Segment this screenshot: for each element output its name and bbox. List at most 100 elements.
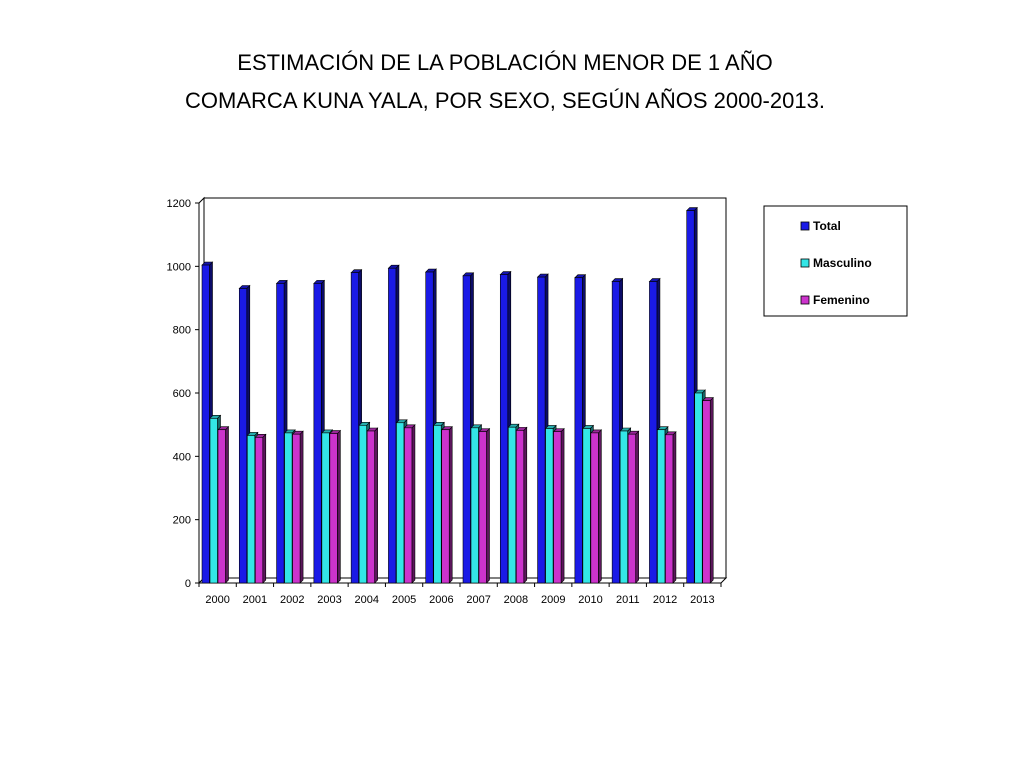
bar-front: [611, 281, 620, 584]
bar-front: [209, 418, 218, 584]
plot-area: 0 200 400 600 800 1000 1200 2000 2001 2002 2003 200…: [167, 196, 728, 606]
bar-femenino-2010: [590, 429, 603, 584]
bar-front: [574, 277, 583, 584]
bar-front: [702, 400, 711, 584]
bar-femenino-2007: [478, 427, 491, 584]
bar-front: [470, 427, 479, 584]
bar-side: [448, 426, 453, 584]
title-line-2: COMARCA KUNA YALA, POR SEXO, SEGÚN AÑOS …: [185, 88, 825, 113]
y-tick-label: 400: [173, 451, 191, 463]
bar-front: [619, 430, 628, 584]
bar-front: [246, 435, 256, 584]
x-tick-label: 2008: [504, 594, 528, 606]
x-tick-label: 2009: [541, 594, 565, 606]
bar-front: [499, 274, 509, 584]
bar-front: [350, 272, 359, 584]
bar-femenino-2004: [366, 427, 379, 584]
bar-femenino-2013: [701, 396, 714, 584]
bar-side: [374, 427, 378, 584]
bar-front: [396, 422, 405, 584]
bar-front: [313, 283, 322, 584]
y-tick-label: 200: [173, 515, 191, 527]
bar-front: [433, 424, 442, 584]
x-tick-label: 2001: [243, 594, 267, 606]
bar-side: [523, 426, 528, 584]
x-tick-label: 2007: [466, 594, 490, 606]
bar-front: [388, 267, 397, 584]
bar-femenino-2009: [552, 427, 565, 584]
bar-side: [709, 396, 714, 584]
bar-femenino-2000: [217, 426, 230, 584]
x-tick-label: 2006: [429, 594, 453, 606]
bar-femenino-2008: [515, 426, 528, 584]
bar-front: [507, 426, 517, 584]
bar-side: [560, 427, 565, 584]
y-tick-label: 1200: [167, 198, 191, 210]
bar-front: [329, 433, 338, 584]
bar-front: [358, 424, 367, 584]
x-tick-label: 2005: [392, 594, 416, 606]
legend: Total Masculino Femenino: [763, 205, 908, 317]
bar-side: [299, 430, 304, 584]
bar-side: [486, 427, 490, 584]
bar-front: [238, 288, 248, 584]
chart-title: ESTIMACIÓN DE LA POBLACIÓN MENOR DE 1 AÑ…: [0, 44, 1010, 120]
bar-front: [694, 392, 703, 584]
bar-front: [254, 437, 264, 584]
x-tick-label: 2012: [653, 594, 677, 606]
y-tick-label: 600: [173, 388, 191, 400]
bar-femenino-2011: [627, 430, 640, 584]
x-tick-label: 2000: [205, 594, 229, 606]
bar-front: [665, 434, 674, 584]
bar-front: [284, 432, 293, 584]
bar-femenino-2006: [440, 426, 453, 584]
bar-front: [590, 432, 599, 584]
bar-front: [686, 210, 695, 584]
y-tick-label: 800: [173, 325, 191, 337]
bar-femenino-2012: [664, 431, 677, 584]
bar-front: [545, 428, 554, 584]
bar-femenino-2003: [329, 429, 342, 584]
bar-side: [635, 430, 639, 584]
bar-front: [321, 432, 330, 584]
legend-label-masculino: Masculino: [813, 256, 872, 270]
x-tick-label: 2010: [578, 594, 602, 606]
bar-side: [225, 426, 229, 584]
bar-front: [201, 264, 210, 584]
x-tick-label: 2013: [690, 594, 714, 606]
legend-box: [763, 205, 908, 317]
bar-side: [411, 424, 416, 584]
bar-front: [537, 276, 546, 584]
bar-front: [425, 271, 434, 584]
bar-front: [553, 431, 562, 584]
bar-front: [366, 430, 375, 584]
legend-swatch-total: [800, 221, 810, 231]
bar-front: [292, 433, 301, 584]
bar-femenino-2002: [291, 430, 304, 584]
bar-front: [649, 281, 658, 584]
legend-label-femenino: Femenino: [813, 293, 870, 307]
bar-front: [276, 283, 285, 584]
bar-side: [672, 431, 677, 584]
bar-front: [515, 430, 525, 584]
bar-side: [598, 429, 602, 584]
bar-front: [657, 429, 666, 584]
bar-side: [262, 433, 267, 584]
bar-femenino-2001: [254, 433, 267, 584]
y-tick-label: 1000: [167, 261, 191, 273]
bar-front: [627, 433, 636, 584]
title-line-1: ESTIMACIÓN DE LA POBLACIÓN MENOR DE 1 AÑ…: [237, 50, 773, 75]
legend-swatch-femenino: [800, 295, 810, 305]
bar-femenino-2005: [403, 424, 416, 584]
bar-front: [462, 275, 471, 584]
bar-front: [441, 429, 450, 584]
bar-front: [217, 429, 226, 584]
x-tick-label: 2002: [280, 594, 304, 606]
bar-front: [582, 428, 591, 584]
y-tick-label: 0: [185, 578, 191, 590]
legend-swatch-masculino: [800, 258, 810, 268]
bar-front: [478, 431, 487, 584]
legend-label-total: Total: [813, 219, 841, 233]
x-tick-label: 2011: [616, 594, 640, 606]
